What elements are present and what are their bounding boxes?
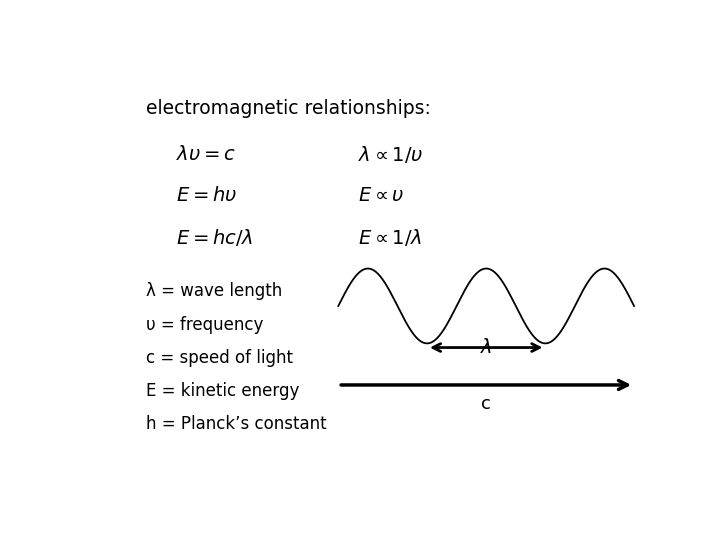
Text: $E \propto 1/\lambda$: $E \propto 1/\lambda$ (358, 227, 422, 248)
Text: λ = wave length: λ = wave length (145, 282, 282, 300)
Text: E = kinetic energy: E = kinetic energy (145, 382, 300, 400)
Text: $E = h\upsilon$: $E = h\upsilon$ (176, 186, 238, 205)
Text: $E = hc/\lambda$: $E = hc/\lambda$ (176, 227, 254, 248)
Text: c: c (481, 395, 491, 413)
Text: c = speed of light: c = speed of light (145, 349, 293, 367)
Text: $\lambda\upsilon = c$: $\lambda\upsilon = c$ (176, 145, 237, 164)
Text: $\lambda \propto 1/\upsilon$: $\lambda \propto 1/\upsilon$ (358, 144, 423, 165)
Text: $E \propto \upsilon$: $E \propto \upsilon$ (358, 187, 404, 205)
Text: h = Planck’s constant: h = Planck’s constant (145, 415, 326, 434)
Text: υ = frequency: υ = frequency (145, 316, 264, 334)
Text: $\lambda$: $\lambda$ (480, 338, 492, 357)
Text: electromagnetic relationships:: electromagnetic relationships: (145, 99, 431, 118)
